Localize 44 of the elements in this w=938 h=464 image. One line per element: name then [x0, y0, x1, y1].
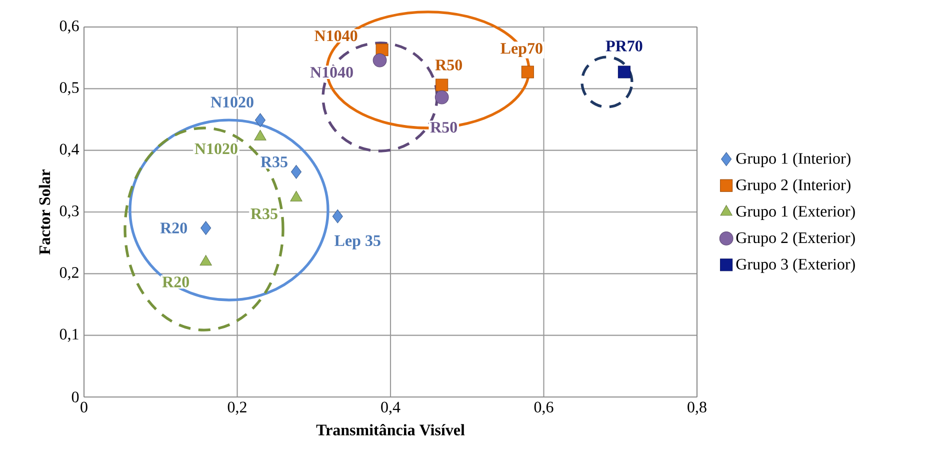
legend-label: Grupo 1 (Exterior)	[736, 205, 855, 220]
data-label: R35	[250, 208, 278, 220]
point	[290, 190, 302, 202]
legend-label: Grupo 2 (Exterior)	[736, 232, 855, 246]
x-tick-label: 0,2	[228, 402, 246, 415]
data-label: N1020	[210, 96, 254, 108]
y-tick-label: 0,1	[60, 328, 78, 342]
data-label: Lep70	[500, 42, 542, 58]
y-tick-label: 0,3	[60, 205, 79, 219]
data-label: Lep 35	[334, 235, 380, 250]
x-tick-label: 0,6	[534, 402, 554, 415]
point	[254, 113, 266, 128]
y-tick-label: 0,2	[60, 267, 78, 280]
point	[332, 209, 343, 224]
point	[436, 78, 448, 92]
x-tick-label: 0,8	[688, 402, 706, 415]
y-axis-title: Factor Solar	[38, 169, 50, 255]
data-label: PR70	[606, 40, 642, 52]
data-label: R50	[435, 60, 462, 70]
data-label: R35	[260, 156, 288, 168]
point	[254, 130, 266, 140]
data-label: N1020	[194, 143, 238, 154]
x-axis-title: Transmitância Visível	[316, 424, 465, 436]
data-label: R20	[162, 276, 189, 288]
point	[521, 66, 534, 78]
data-label: R20	[160, 222, 187, 234]
point	[434, 90, 449, 104]
y-tick-label: 0	[72, 392, 79, 402]
point	[200, 221, 212, 235]
x-tick-label: 0	[80, 402, 88, 412]
y-tick-label: 0,4	[60, 144, 80, 157]
legend-label: Grupo 1 (Interior)	[736, 152, 850, 168]
y-tick-label: 0,5	[60, 82, 79, 96]
y-tick-label: 0,6	[60, 20, 79, 34]
point	[372, 53, 387, 68]
x-tick-label: 0,4	[381, 402, 400, 415]
data-label: N1040	[314, 30, 358, 42]
legend-label: Grupo 2 (Interior)	[736, 179, 850, 194]
point	[618, 66, 630, 78]
legend-label: Grupo 3 (Exterior)	[736, 258, 855, 273]
point	[200, 255, 212, 266]
data-label: R50	[430, 122, 457, 133]
data-label: N1040	[310, 66, 353, 78]
point	[290, 164, 302, 179]
